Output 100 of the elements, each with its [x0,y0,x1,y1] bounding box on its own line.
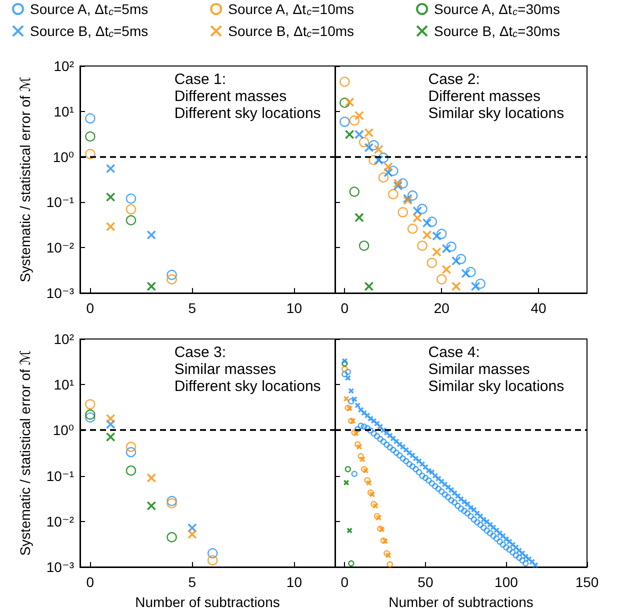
point [370,500,377,508]
point [342,370,348,378]
point [378,152,389,163]
point [106,414,116,424]
point [466,266,476,278]
point [380,537,387,544]
point [106,222,116,232]
y-tick-label: 10⁰ [52,422,74,438]
point [126,204,136,214]
x-tick-label: 40 [530,300,547,316]
annotation: Case 3: Similar masses Different sky locations [174,344,321,395]
point [396,452,403,459]
point [364,128,374,138]
y-tick-label: 10⁻³ [46,285,74,301]
point [358,137,370,148]
point [384,168,394,178]
point [364,477,370,484]
point [85,148,96,160]
y-axis-title: Systematic / statistical error of ℳ [17,76,33,282]
point [358,422,364,429]
point [126,447,136,458]
point [532,562,538,568]
point [432,247,442,257]
point [351,429,358,436]
point [374,420,380,427]
point [85,409,96,420]
point [349,115,360,126]
point [348,388,354,394]
x-tick-label: 150 [575,574,599,590]
x-tick-label: 10 [286,300,302,316]
point [360,423,368,430]
point [126,466,136,476]
point [384,162,394,172]
y-tick-label: 10⁻² [46,240,74,256]
point [436,274,447,284]
point [340,98,350,108]
point [367,489,374,496]
point [446,242,456,252]
point [451,282,461,292]
point [146,282,156,292]
point [354,212,364,222]
point [368,154,379,166]
point [85,131,96,142]
point [208,548,218,558]
x-axis-title: Number of subtractions [135,594,280,610]
point [388,189,398,200]
point [351,396,358,402]
point [400,455,406,462]
point [360,466,368,472]
point [382,538,388,544]
point [470,282,480,292]
point [417,204,428,214]
point [359,456,366,462]
point [376,514,382,521]
point [366,480,372,486]
point [406,450,412,456]
point [393,178,403,188]
point [374,155,384,165]
point [432,231,442,241]
point [364,425,370,432]
point [146,501,156,511]
point [419,472,426,479]
point [370,430,377,437]
point [346,528,353,534]
point [390,446,396,453]
point [166,274,177,284]
point [343,396,350,402]
y-tick-label: 10¹ [54,376,74,393]
y-tick-label: 10⁻¹ [46,194,74,210]
point [393,450,400,456]
annotation: Case 1: Different masses Different sky locations [174,71,321,122]
point [412,206,422,216]
point [409,463,416,470]
point [374,144,384,154]
point [396,441,403,448]
point [461,268,471,278]
point [126,194,136,204]
point [426,258,438,268]
point [85,113,96,124]
point [364,282,374,292]
point [374,433,380,440]
x-tick-label: 50 [418,574,434,590]
point [342,360,348,367]
annotation: Case 2: Different masses Similar sky locations [428,71,564,122]
point [208,555,218,566]
x-tick-label: 0 [86,300,94,316]
point [436,228,447,240]
point [358,453,364,460]
point [402,458,410,464]
x-tick-label: 5 [188,574,196,590]
x-tick-label: 100 [494,574,518,590]
point [386,561,394,568]
point [343,480,350,486]
point [416,469,422,476]
y-tick-label: 10⁰ [52,148,74,165]
point [146,473,156,483]
y-tick-label: 10⁻² [46,513,74,530]
point [412,213,422,223]
point [407,224,418,234]
point [426,216,438,227]
